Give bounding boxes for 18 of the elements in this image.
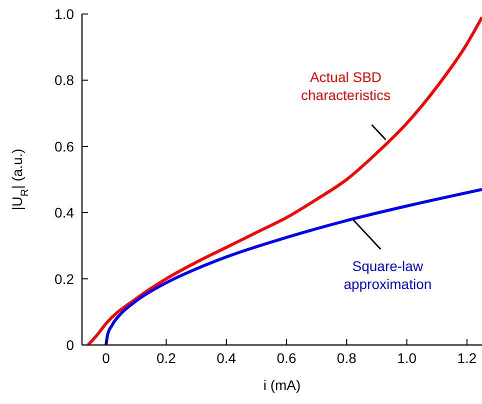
x-tick-label: 0 — [102, 350, 110, 366]
x-tick-label: 0.4 — [216, 350, 236, 366]
y-tick-label: 0.8 — [54, 72, 74, 88]
y-tick-label: 0 — [66, 337, 74, 353]
x-tick-label: 0.2 — [156, 350, 176, 366]
x-tick-label: 1.2 — [457, 350, 477, 366]
x-axis-title: i (mA) — [263, 377, 301, 393]
y-tick-label: 0.2 — [54, 270, 74, 287]
x-tick-label: 0.8 — [336, 350, 357, 366]
line-series — [104, 188, 482, 345]
line-series — [86, 16, 482, 345]
annotation: Actual SBD characteristics — [301, 68, 390, 103]
x-tick-label: 1.0 — [397, 350, 417, 366]
y-tick-label: 0.4 — [54, 204, 74, 221]
y-tick-label: 0.6 — [54, 138, 74, 154]
annotation: Square-law approximation — [344, 258, 432, 292]
x-tick-label: 0.6 — [276, 350, 296, 366]
y-tick-label: 1.0 — [54, 6, 74, 22]
